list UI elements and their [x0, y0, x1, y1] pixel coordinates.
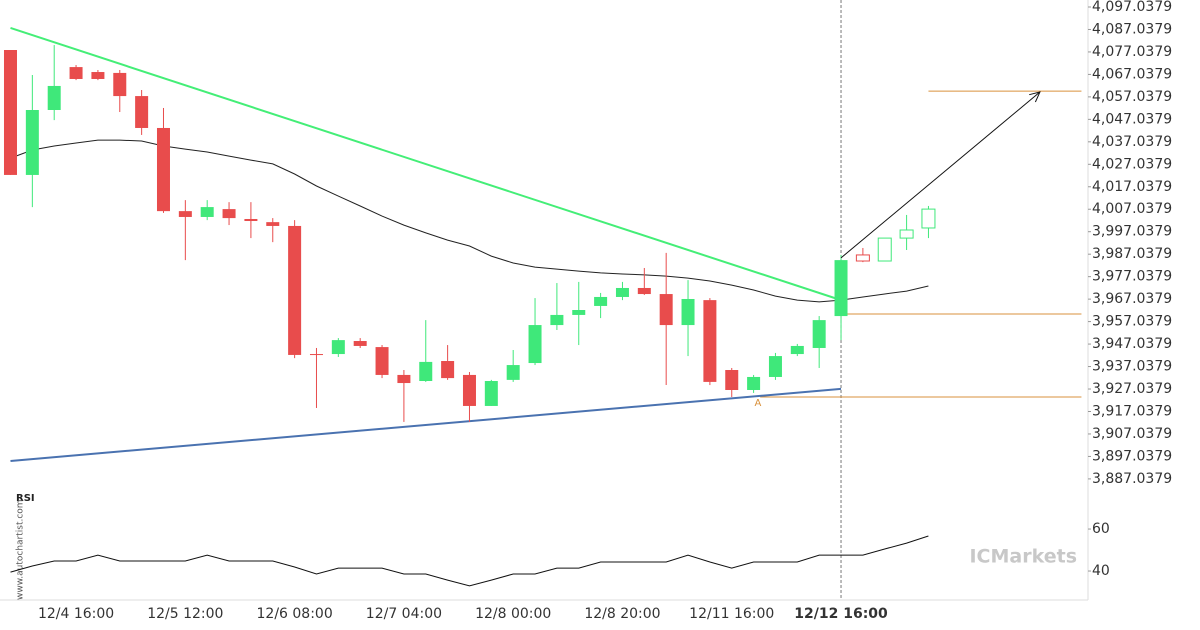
- candle-body: [222, 209, 236, 219]
- rsi-tick-label: 40: [1092, 563, 1110, 579]
- candle-body: [441, 361, 455, 379]
- candle-body: [725, 370, 739, 390]
- y-tick-label: 3,947.0379: [1092, 336, 1172, 352]
- candle-body: [877, 237, 892, 262]
- x-tick-label: 12/4 16:00: [38, 606, 114, 622]
- candle-body: [659, 294, 673, 326]
- y-tick-label: 4,097.0379: [1092, 0, 1172, 15]
- watermark: www.autochartist.com: [16, 499, 26, 600]
- candle-body: [812, 320, 826, 348]
- candle-body: [528, 325, 542, 364]
- candle-body: [637, 287, 651, 295]
- candle-body: [484, 381, 498, 406]
- candle-body: [397, 374, 411, 384]
- y-tick-label: 3,997.0379: [1092, 224, 1172, 240]
- candle-body: [288, 225, 302, 355]
- x-tick-label: 12/8 00:00: [475, 606, 551, 622]
- rsi-tick-label: 60: [1092, 521, 1110, 537]
- candle-body: [834, 260, 848, 317]
- x-tick-label: 12/12 16:00: [794, 606, 888, 622]
- rsi-line: [10, 535, 929, 587]
- candle-body: [331, 340, 345, 355]
- y-tick-label: 3,967.0379: [1092, 291, 1172, 307]
- candle-body: [855, 254, 870, 262]
- x-tick-label: 12/6 08:00: [257, 606, 333, 622]
- candle-body: [178, 211, 192, 217]
- candle-body: [25, 110, 39, 175]
- x-tick-label: 12/7 04:00: [366, 606, 442, 622]
- pattern-label: A: [755, 398, 762, 409]
- y-tick-label: 3,937.0379: [1092, 359, 1172, 375]
- candle-body: [506, 365, 520, 380]
- rsi-label: RSI: [16, 493, 35, 504]
- y-tick-label: 3,977.0379: [1092, 269, 1172, 285]
- candle-body: [200, 207, 214, 217]
- arrow-head: [1029, 91, 1041, 103]
- candle-body: [681, 298, 695, 326]
- candle-body: [768, 356, 782, 377]
- candle-body: [594, 296, 608, 306]
- candle-body: [703, 300, 717, 382]
- trendline: [10, 387, 842, 463]
- y-tick-label: 3,917.0379: [1092, 403, 1172, 419]
- candle-body: [135, 96, 149, 128]
- y-tick-label: 3,987.0379: [1092, 246, 1172, 262]
- candle-body: [462, 374, 476, 406]
- candle-body: [353, 341, 367, 346]
- y-tick-label: 4,037.0379: [1092, 134, 1172, 150]
- y-tick-label: 3,887.0379: [1092, 471, 1172, 487]
- y-tick-label: 4,027.0379: [1092, 156, 1172, 172]
- brand-logo: ICMarkets: [969, 546, 1077, 568]
- y-tick-label: 3,957.0379: [1092, 314, 1172, 330]
- candle-body: [69, 67, 83, 79]
- trendline: [10, 27, 842, 302]
- candle-body: [747, 376, 761, 390]
- candle-body: [91, 72, 105, 79]
- y-tick-label: 4,047.0379: [1092, 111, 1172, 127]
- candle-body: [266, 222, 280, 226]
- candle-body: [244, 218, 258, 222]
- candle-body: [113, 72, 127, 97]
- y-tick-label: 4,057.0379: [1092, 89, 1172, 105]
- x-tick-label: 12/8 20:00: [584, 606, 660, 622]
- candle-body: [375, 347, 389, 375]
- candle-body: [790, 345, 804, 355]
- candle-body: [156, 127, 170, 212]
- candle-body: [419, 361, 433, 382]
- y-tick-label: 4,007.0379: [1092, 201, 1172, 217]
- y-tick-label: 4,067.0379: [1092, 66, 1172, 82]
- y-tick-label: 4,077.0379: [1092, 44, 1172, 60]
- candle-body: [47, 85, 61, 110]
- x-tick-label: 12/11 16:00: [689, 606, 774, 622]
- y-tick-label: 3,927.0379: [1092, 381, 1172, 397]
- y-tick-label: 4,017.0379: [1092, 179, 1172, 195]
- candle-body: [309, 354, 323, 356]
- forecast-arrow: [840, 91, 1041, 259]
- candle-body: [572, 310, 586, 315]
- candle-body: [3, 50, 17, 175]
- candle-body: [615, 287, 629, 297]
- candle-body: [550, 314, 564, 326]
- y-tick-label: 4,087.0379: [1092, 21, 1172, 37]
- candle-body: [921, 208, 936, 229]
- candle-body: [899, 229, 914, 239]
- y-tick-label: 3,897.0379: [1092, 448, 1172, 464]
- x-tick-label: 12/5 12:00: [147, 606, 223, 622]
- y-tick-label: 3,907.0379: [1092, 426, 1172, 442]
